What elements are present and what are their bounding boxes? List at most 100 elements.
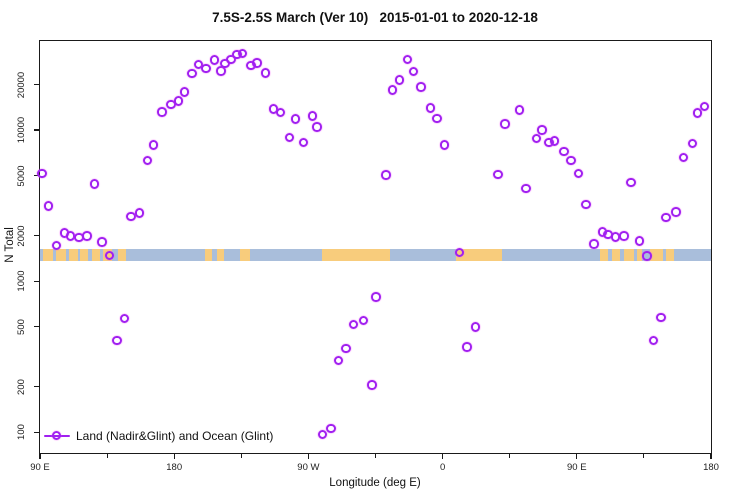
- map-band-land: [456, 248, 502, 262]
- map-band-land: [92, 248, 100, 262]
- x-axis-tick-label: 0: [439, 462, 446, 473]
- legend-point-symbol: [51, 430, 62, 441]
- data-point: [226, 54, 236, 65]
- data-point: [333, 355, 344, 366]
- map-band-land: [611, 248, 621, 262]
- data-point: [307, 111, 318, 121]
- x-axis-tick: [173, 454, 175, 459]
- y-axis-tick: [34, 326, 39, 328]
- map-band-land: [55, 248, 66, 262]
- data-point: [559, 146, 569, 157]
- data-point: [692, 108, 703, 118]
- data-point: [416, 82, 426, 92]
- data-point: [187, 68, 197, 79]
- data-point: [312, 122, 322, 132]
- x-axis-minor-tick: [374, 454, 377, 458]
- data-point: [290, 114, 301, 124]
- data-point: [656, 312, 666, 323]
- map-band-land: [321, 248, 390, 262]
- x-axis-tick-label: 180: [703, 462, 719, 473]
- map-band-land: [636, 248, 642, 262]
- x-axis-minor-tick: [106, 454, 108, 458]
- y-axis-tick: [34, 174, 39, 177]
- data-point: [348, 319, 359, 330]
- x-axis-tick-label: 90 E: [30, 462, 50, 473]
- data-point: [173, 96, 184, 106]
- data-point: [252, 58, 262, 68]
- data-point: [142, 155, 153, 166]
- data-point: [531, 133, 542, 144]
- data-point: [341, 343, 351, 354]
- x-axis-minor-tick: [240, 454, 242, 458]
- x-axis-tick: [307, 454, 309, 459]
- data-point: [642, 251, 652, 261]
- map-band-land: [42, 248, 53, 262]
- y-axis-tick-label: 200: [16, 378, 27, 395]
- data-point: [326, 423, 336, 434]
- plot-area: [39, 40, 712, 454]
- data-point: [699, 101, 710, 112]
- data-point: [371, 292, 381, 302]
- y-axis-tick: [34, 235, 39, 237]
- data-point: [237, 48, 248, 58]
- data-point: [275, 107, 286, 118]
- x-axis-title: Longitude (deg E): [329, 477, 421, 489]
- x-axis-tick-label: 90 W: [297, 462, 320, 473]
- data-point: [216, 66, 226, 76]
- data-point: [408, 66, 419, 77]
- data-point: [104, 250, 115, 261]
- y-axis-tick-label: 100: [16, 424, 27, 441]
- y-axis-tick-label: 1000: [16, 270, 27, 292]
- data-point: [43, 201, 54, 211]
- map-band-land: [623, 248, 634, 262]
- map-band-land: [68, 248, 78, 262]
- data-point: [493, 169, 503, 179]
- y-axis-tick: [34, 83, 39, 86]
- data-point: [317, 429, 328, 440]
- data-point: [367, 380, 377, 390]
- y-axis-tick: [34, 386, 39, 388]
- y-axis-tick-label: 2000: [16, 225, 27, 247]
- data-point: [500, 119, 510, 129]
- data-point: [581, 199, 591, 210]
- map-band-land: [216, 248, 224, 262]
- data-point: [51, 240, 62, 251]
- data-point: [537, 125, 547, 135]
- data-point: [634, 236, 645, 246]
- data-point: [661, 212, 671, 223]
- data-point: [126, 211, 136, 222]
- data-point: [589, 239, 599, 249]
- data-point: [573, 168, 584, 179]
- map-band-land: [239, 248, 250, 262]
- data-point: [381, 170, 391, 180]
- data-point: [648, 335, 659, 346]
- data-point: [687, 138, 698, 149]
- map-band-land: [117, 248, 127, 262]
- data-point: [148, 140, 159, 150]
- data-point: [89, 179, 100, 189]
- data-point: [678, 152, 689, 163]
- data-point: [201, 63, 211, 74]
- y-axis-tick-label: 5000: [16, 164, 27, 187]
- x-axis-tick: [442, 454, 444, 459]
- x-axis-tick-label: 180: [166, 462, 183, 473]
- map-band-land: [79, 248, 88, 262]
- y-axis-tick: [34, 431, 39, 433]
- data-point: [394, 75, 405, 85]
- data-point: [462, 342, 472, 352]
- map-band-land: [205, 248, 213, 262]
- y-axis-tick: [34, 129, 39, 131]
- data-point: [97, 237, 107, 247]
- y-axis-tick-label: 20000: [16, 71, 27, 98]
- x-axis-tick: [710, 454, 712, 459]
- x-axis-tick: [576, 454, 578, 459]
- legend-label: Land (Nadir&Glint) and Ocean (Glint): [76, 429, 274, 443]
- data-point: [284, 132, 295, 143]
- map-band-land: [649, 248, 663, 262]
- chart-title: 7.5S-2.5S March (Ver 10) 2015-01-01 to 2…: [212, 10, 538, 25]
- data-point: [179, 87, 190, 97]
- data-point: [439, 140, 450, 150]
- data-point: [521, 183, 531, 194]
- data-point: [387, 85, 398, 95]
